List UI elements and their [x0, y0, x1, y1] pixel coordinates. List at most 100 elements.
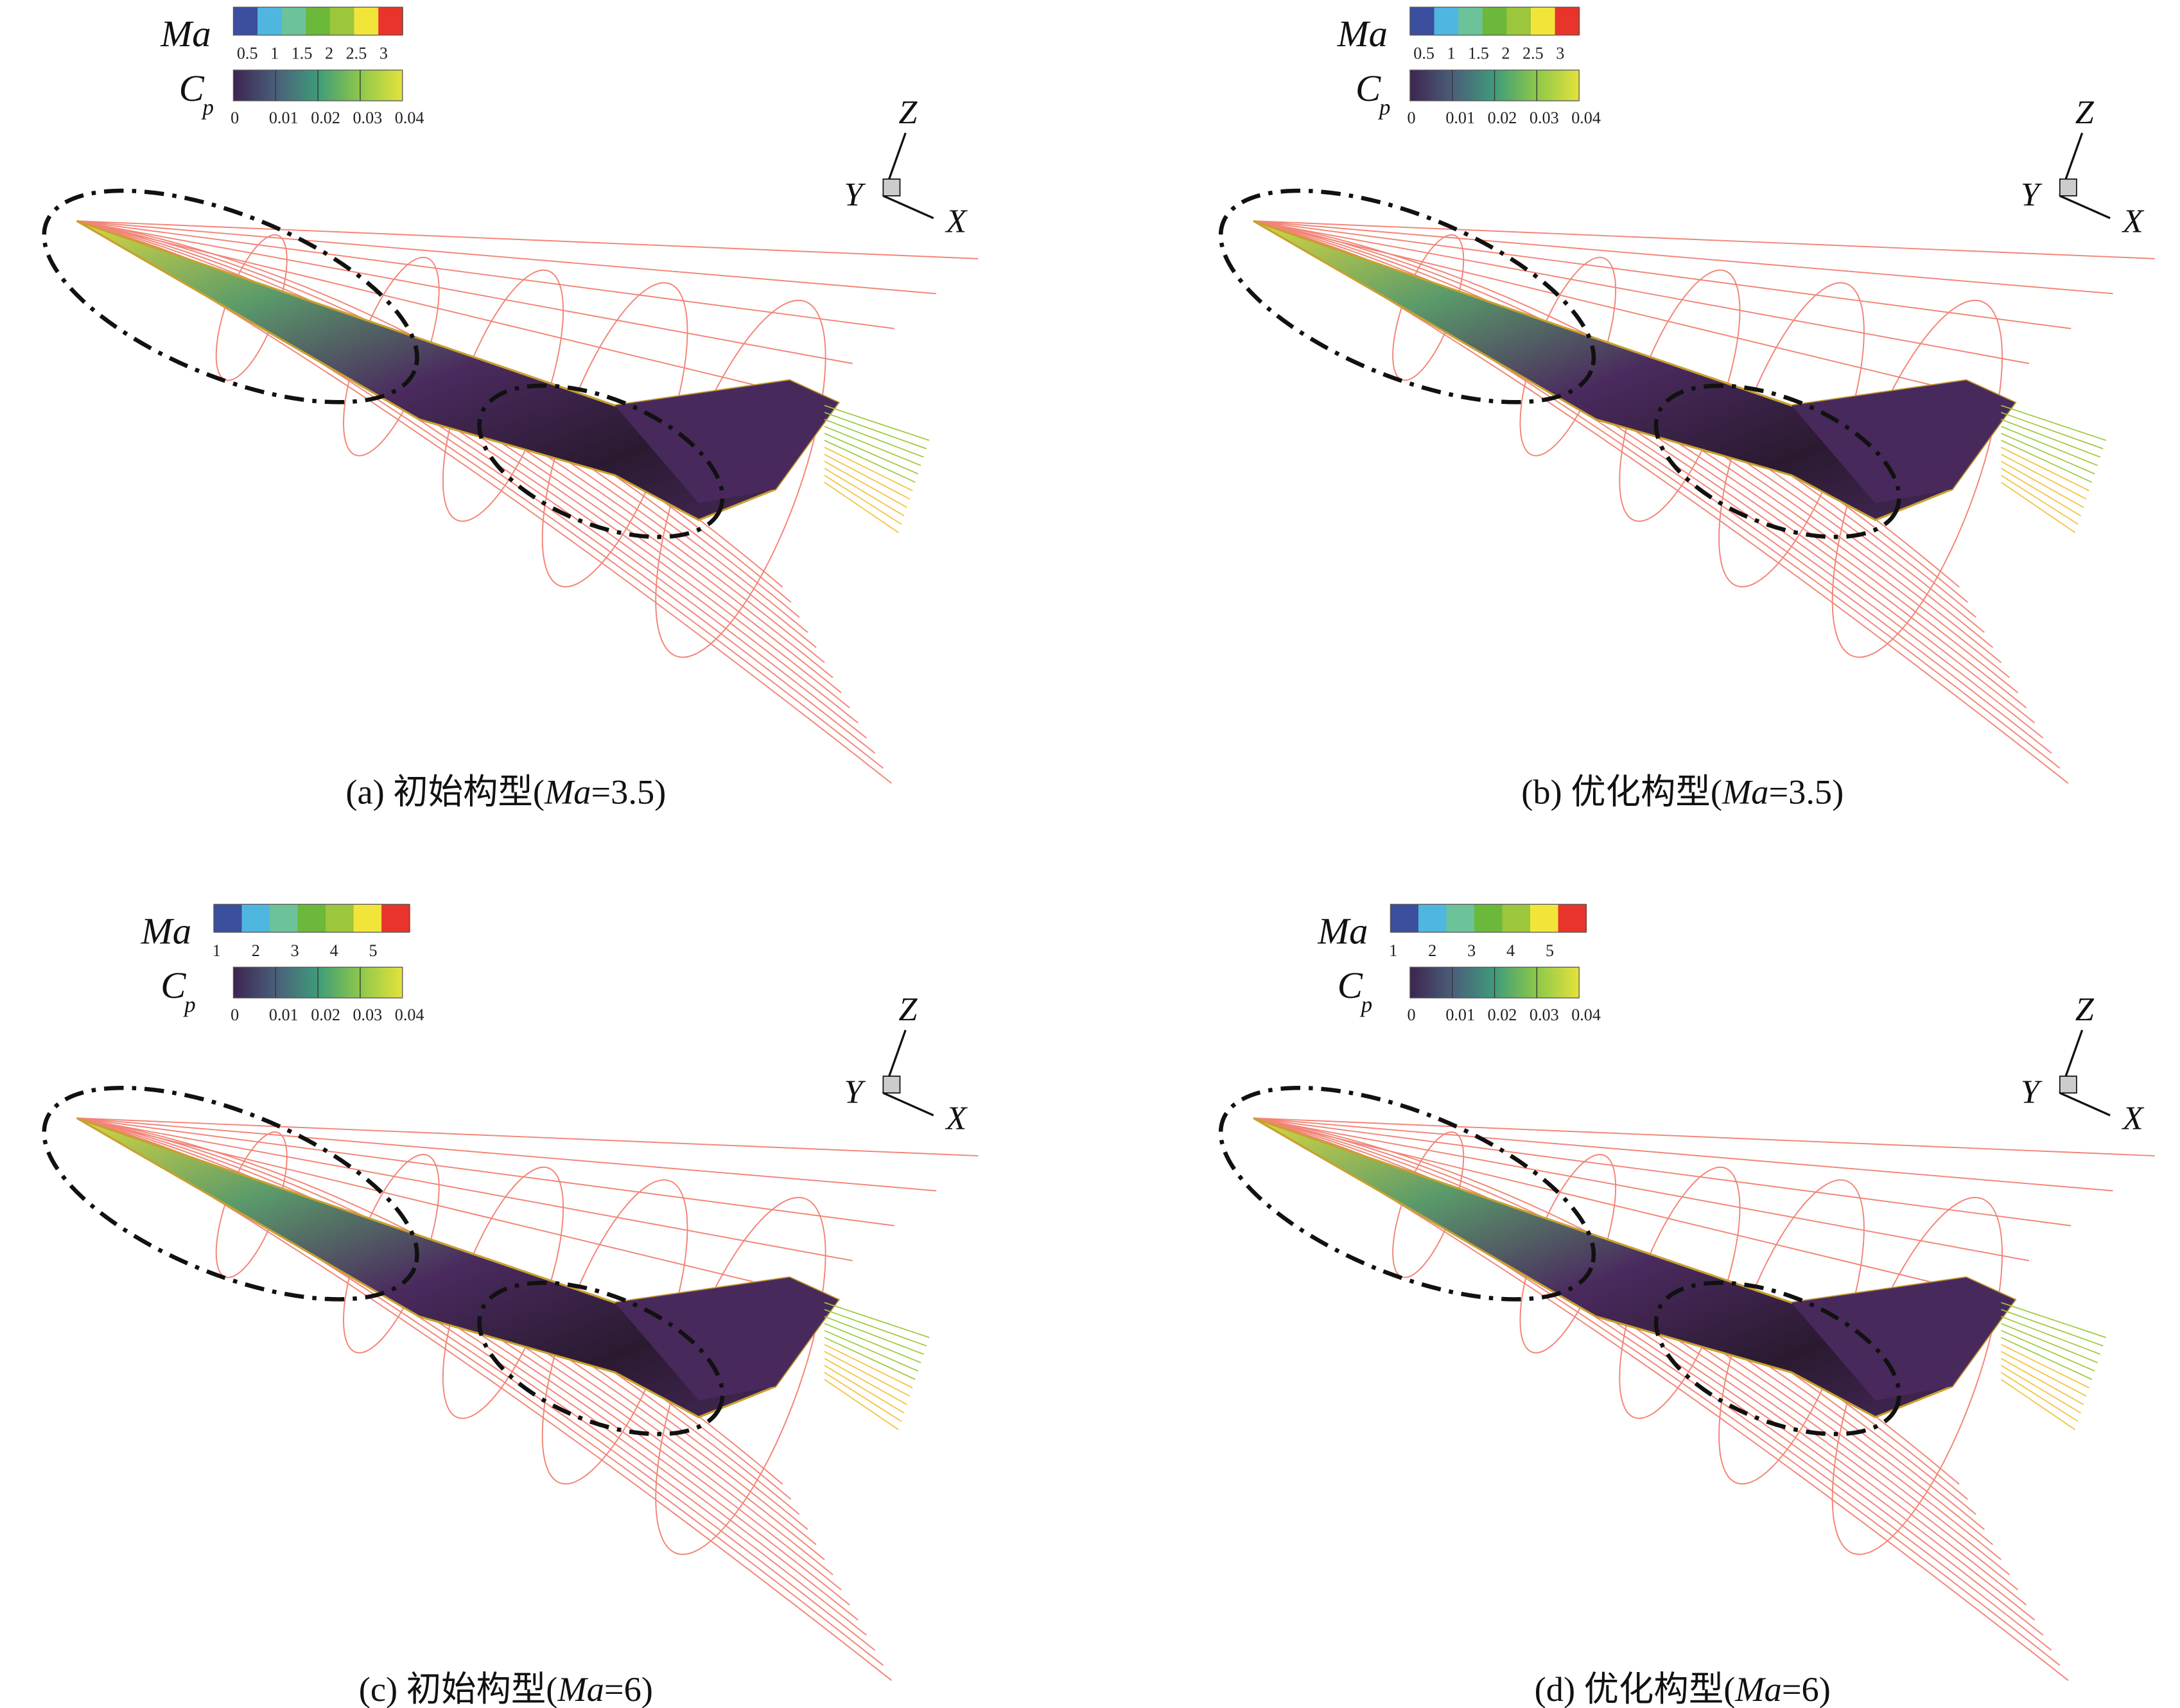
y-axis-label: Y	[2021, 1073, 2043, 1110]
ma-color-segment	[306, 7, 331, 35]
panel-b: Ma 0.5 1 1.5 2 2.5 3 Cp 0 0.01 0.02 0.03 0.04 Z Y X (b) …	[1218, 6, 2155, 812]
ma-tick-label: 0.5	[1413, 44, 1434, 63]
caption-suffix: =3.5)	[1768, 773, 1844, 812]
wake-contour	[824, 475, 902, 525]
caption-variable: Ma	[557, 1670, 604, 1708]
cp-tick-label: 0.03	[353, 1006, 383, 1024]
wake-contour	[2000, 467, 2081, 517]
caption-variable: Ma	[1722, 773, 1769, 812]
cp-tick-label: 0	[1408, 109, 1416, 127]
wake-contour	[2001, 1344, 2089, 1389]
ma-tick-label: 5	[369, 941, 378, 960]
streamline	[1253, 1117, 2155, 1157]
cp-legend: Cp 0 0.01 0.02 0.03 0.04	[1338, 964, 1601, 1024]
streamline	[76, 1117, 937, 1192]
vehicle	[76, 220, 841, 521]
cp-legend: Cp 0 0.01 0.02 0.03 0.04	[161, 964, 424, 1024]
ma-color-segment	[233, 7, 259, 35]
vehicle-surface	[76, 1117, 841, 1418]
wake-contour	[824, 453, 911, 500]
ma-color-segment	[1390, 904, 1420, 932]
cp-legend-subscript: p	[201, 95, 214, 120]
caption-prefix: (d) 优化构型(	[1535, 1670, 1736, 1708]
panel-caption: (d) 优化构型(Ma=6)	[1535, 1670, 1831, 1708]
wake-contour	[824, 1309, 927, 1346]
axis-triad: Z Y X	[844, 991, 968, 1137]
axis-triad: Z Y X	[2021, 991, 2145, 1137]
wake-contour	[2001, 426, 2098, 466]
ma-legend-label: Ma	[160, 13, 211, 55]
streamline	[1253, 1117, 2069, 1681]
ma-color-segment	[326, 904, 354, 932]
wake-contour	[2001, 446, 2089, 491]
ma-legend-label: Ma	[141, 910, 191, 952]
x-axis-label: X	[945, 203, 968, 240]
streamline	[1253, 1117, 1987, 1296]
caption-suffix: =6)	[1782, 1670, 1831, 1708]
streamline	[76, 1117, 894, 1226]
ma-color-segment	[1506, 7, 1532, 35]
vehicle	[1253, 220, 2017, 521]
origin-box	[882, 1076, 901, 1094]
cp-tick-label: 0.01	[269, 109, 299, 127]
ma-color-segment	[354, 7, 379, 35]
vehicle	[1253, 1117, 2017, 1418]
cp-legend-label: C	[1338, 964, 1363, 1006]
ma-color-segment	[1530, 904, 1559, 932]
cp-legend-label: C	[1356, 67, 1381, 109]
cp-tick-label: 0.01	[269, 1006, 299, 1024]
panel-caption: (c) 初始构型(Ma=6)	[359, 1670, 653, 1708]
cp-tick-label: 0.01	[1445, 1006, 1475, 1024]
cp-tick-label: 0.02	[1488, 1006, 1517, 1024]
wake-contour	[824, 405, 930, 441]
streamline	[1253, 220, 2069, 784]
inlet-highlight-ellipse	[1653, 383, 1901, 539]
wake-contours	[2000, 405, 2106, 534]
ma-legend: Ma 0.5 1 1.5 2 2.5 3	[1337, 6, 1580, 63]
streamline	[1253, 220, 1987, 399]
ma-tick-label: 1.5	[292, 44, 313, 63]
ma-legend-label: Ma	[1317, 910, 1368, 952]
ma-legend-border	[213, 903, 410, 933]
cp-tick-label: 0	[1408, 1006, 1416, 1024]
caption-prefix: (a) 初始构型(	[345, 773, 545, 812]
axis-triad: Z Y X	[844, 94, 968, 240]
vehicle-wing	[615, 1277, 839, 1400]
cp-tick-label: 0.04	[395, 1006, 424, 1024]
x-axis-line	[2059, 195, 2111, 220]
wake-contour	[824, 1316, 924, 1355]
x-axis-line	[2059, 1092, 2111, 1117]
wake-contour	[824, 1350, 911, 1397]
ma-tick-label: 0.5	[237, 44, 258, 63]
wake-contour	[2001, 1323, 2098, 1363]
vehicle-wing	[1791, 380, 2016, 503]
ma-tick-label: 1	[270, 44, 279, 63]
origin-box	[2059, 1076, 2077, 1094]
ma-color-segment	[1530, 7, 1556, 35]
wake-contour	[824, 412, 927, 449]
streamline	[1253, 220, 2071, 329]
wake-contour	[824, 419, 924, 458]
streamline	[76, 1117, 893, 1681]
streamline	[1253, 220, 2155, 259]
cp-tick-label: 0.04	[1571, 109, 1601, 127]
ma-tick-label: 4	[1506, 941, 1515, 960]
ma-tick-label: 2.5	[1522, 44, 1544, 63]
cp-legend-label: C	[179, 67, 205, 109]
streamlines	[1253, 1117, 2155, 1681]
streamlines	[1253, 220, 2155, 784]
wake-contour	[824, 1330, 919, 1372]
ma-color-segment	[297, 904, 327, 932]
x-axis-label: X	[2122, 1100, 2145, 1137]
vehicle	[76, 1117, 841, 1418]
ma-tick-label: 4	[330, 941, 338, 960]
ma-tick-label: 2	[1501, 44, 1510, 63]
ma-tick-label: 2.5	[346, 44, 367, 63]
ma-color-segment	[329, 7, 355, 35]
wake-contour	[2001, 419, 2101, 458]
ma-tick-label: 2	[325, 44, 333, 63]
ma-color-segment	[213, 904, 243, 932]
ma-tick-label: 3	[1467, 941, 1476, 960]
streamline	[1253, 1117, 2030, 1262]
